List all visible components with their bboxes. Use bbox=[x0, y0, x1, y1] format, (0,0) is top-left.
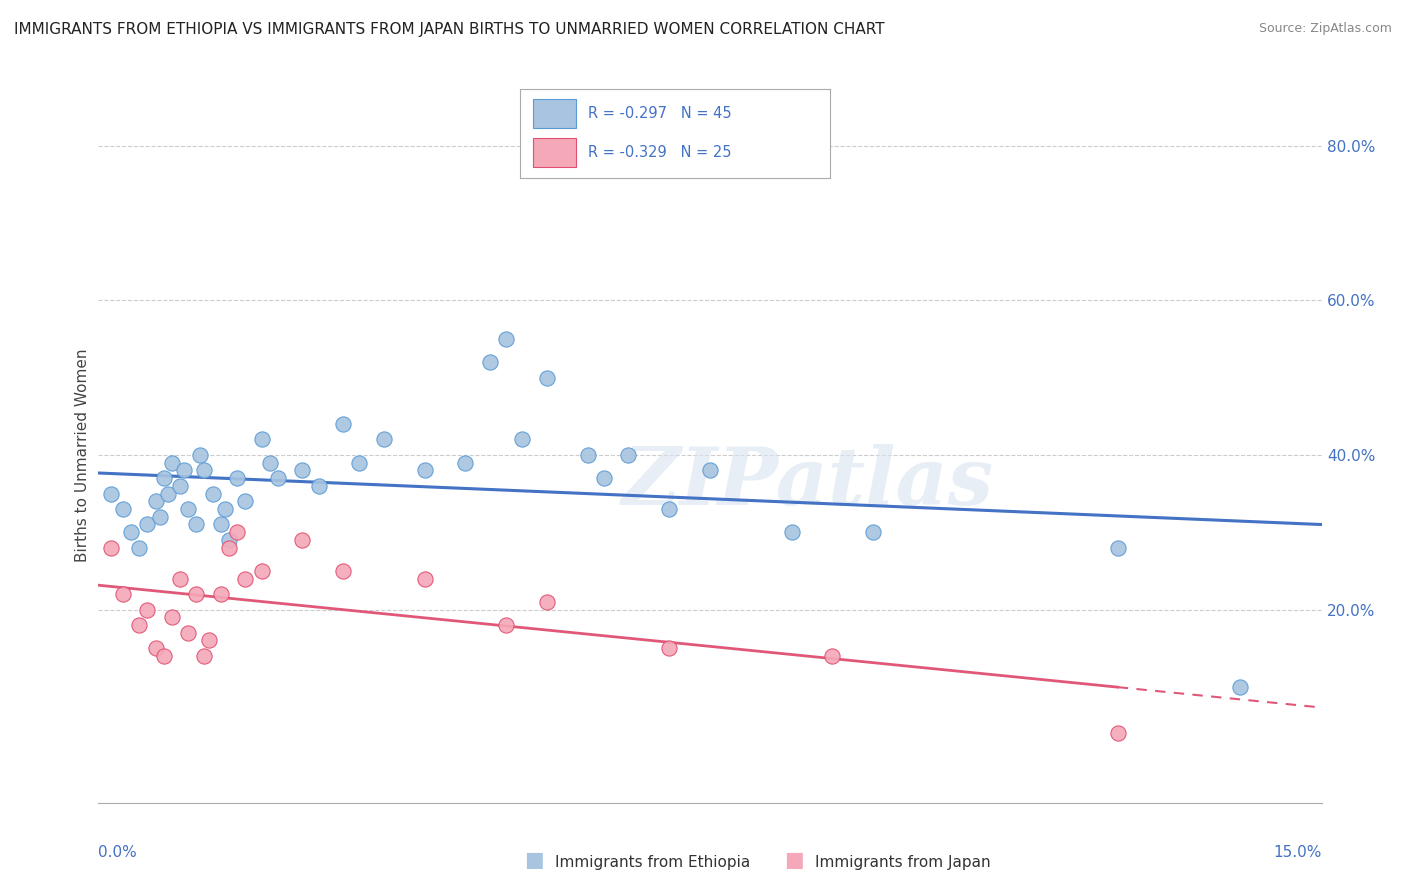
Point bbox=[291, 463, 314, 477]
Point bbox=[478, 355, 501, 369]
Point bbox=[128, 541, 150, 555]
Point bbox=[593, 471, 616, 485]
Point bbox=[152, 648, 174, 663]
Point bbox=[100, 541, 122, 555]
Text: Immigrants from Ethiopia: Immigrants from Ethiopia bbox=[555, 855, 751, 870]
Point bbox=[495, 332, 517, 346]
Point bbox=[658, 641, 681, 656]
Y-axis label: Births to Unmarried Women: Births to Unmarried Women bbox=[75, 348, 90, 562]
Text: R = -0.329   N = 25: R = -0.329 N = 25 bbox=[588, 145, 731, 160]
Point bbox=[145, 641, 167, 656]
Point bbox=[218, 541, 240, 555]
Text: Immigrants from Japan: Immigrants from Japan bbox=[815, 855, 991, 870]
Point bbox=[188, 448, 212, 462]
Text: ■: ■ bbox=[524, 850, 544, 870]
Point bbox=[512, 433, 534, 447]
Point bbox=[536, 370, 558, 384]
Point bbox=[160, 610, 183, 624]
Point bbox=[699, 463, 721, 477]
Point bbox=[145, 494, 167, 508]
Point bbox=[780, 525, 803, 540]
Text: IMMIGRANTS FROM ETHIOPIA VS IMMIGRANTS FROM JAPAN BIRTHS TO UNMARRIED WOMEN CORR: IMMIGRANTS FROM ETHIOPIA VS IMMIGRANTS F… bbox=[14, 22, 884, 37]
Text: ZIPatlas: ZIPatlas bbox=[621, 444, 994, 522]
Point bbox=[658, 502, 681, 516]
Point bbox=[250, 564, 273, 578]
Point bbox=[111, 587, 134, 601]
Point bbox=[1107, 541, 1129, 555]
Point bbox=[128, 618, 150, 632]
Point bbox=[250, 433, 273, 447]
Text: 15.0%: 15.0% bbox=[1274, 845, 1322, 860]
Point bbox=[173, 463, 195, 477]
Point bbox=[169, 572, 191, 586]
Point bbox=[136, 602, 159, 616]
Point bbox=[193, 648, 215, 663]
Point bbox=[214, 502, 236, 516]
Point bbox=[186, 517, 208, 532]
Point bbox=[233, 572, 256, 586]
Point bbox=[156, 486, 179, 500]
Point bbox=[193, 463, 215, 477]
FancyBboxPatch shape bbox=[533, 138, 576, 167]
Point bbox=[862, 525, 884, 540]
Point bbox=[536, 595, 558, 609]
Point bbox=[233, 494, 256, 508]
Point bbox=[177, 625, 200, 640]
Text: ■: ■ bbox=[785, 850, 804, 870]
Point bbox=[100, 486, 122, 500]
Point bbox=[169, 479, 191, 493]
Text: 0.0%: 0.0% bbox=[98, 845, 138, 860]
Point bbox=[495, 618, 517, 632]
FancyBboxPatch shape bbox=[533, 99, 576, 128]
Text: Source: ZipAtlas.com: Source: ZipAtlas.com bbox=[1258, 22, 1392, 36]
Text: R = -0.297   N = 45: R = -0.297 N = 45 bbox=[588, 106, 733, 120]
Point bbox=[136, 517, 159, 532]
Point bbox=[617, 448, 640, 462]
Point bbox=[267, 471, 290, 485]
Point bbox=[413, 463, 436, 477]
Point bbox=[160, 456, 183, 470]
Point bbox=[332, 417, 354, 431]
Point bbox=[1107, 726, 1129, 740]
Point bbox=[349, 456, 371, 470]
Point bbox=[111, 502, 134, 516]
Point bbox=[152, 471, 174, 485]
Point bbox=[308, 479, 330, 493]
Point bbox=[177, 502, 200, 516]
Point bbox=[226, 471, 249, 485]
Point bbox=[226, 525, 249, 540]
Point bbox=[197, 633, 219, 648]
Point bbox=[259, 456, 281, 470]
Point bbox=[332, 564, 354, 578]
Point bbox=[149, 509, 172, 524]
Point bbox=[576, 448, 599, 462]
Point bbox=[120, 525, 142, 540]
Point bbox=[413, 572, 436, 586]
Point bbox=[454, 456, 477, 470]
Point bbox=[209, 587, 232, 601]
Point bbox=[218, 533, 240, 547]
Point bbox=[201, 486, 224, 500]
Point bbox=[186, 587, 208, 601]
Point bbox=[821, 648, 844, 663]
Point bbox=[1229, 680, 1251, 694]
Point bbox=[291, 533, 314, 547]
Point bbox=[209, 517, 232, 532]
Point bbox=[373, 433, 395, 447]
